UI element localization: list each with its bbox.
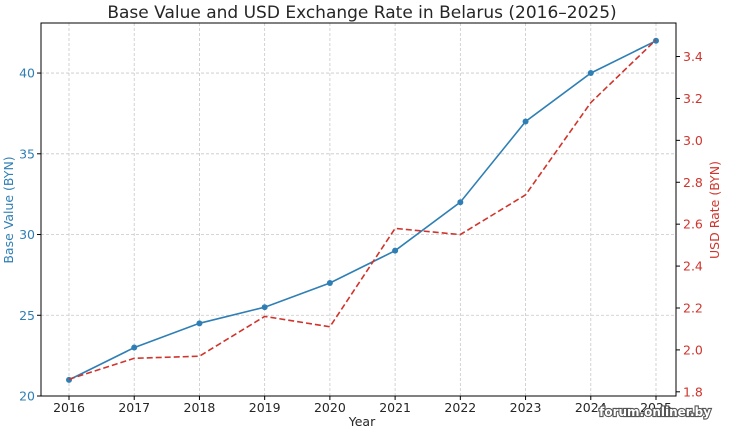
base-value-line <box>68 40 657 381</box>
right-tick-label: 1.8 <box>683 384 703 399</box>
x-axis: 2016 2017 2018 2019 2020 2021 2022 2023 2024 2025 <box>53 396 672 415</box>
left-axis-label: Base Value (BYN) <box>1 156 16 263</box>
right-tick-label: 3.0 <box>683 133 703 148</box>
x-tick-label: 2017 <box>118 400 150 415</box>
base-value-point <box>392 247 399 254</box>
right-y-axis: 1.8 2.0 2.2 2.4 2.6 2.8 3.0 3.2 3.4 <box>676 49 703 399</box>
watermark-text: forum.onliner.by <box>599 405 711 419</box>
left-tick-label: 35 <box>19 146 35 161</box>
x-tick-label: 2020 <box>314 400 346 415</box>
right-tick-label: 2.6 <box>683 217 703 232</box>
right-tick-label: 3.2 <box>683 91 703 106</box>
x-axis-label: Year <box>348 414 376 429</box>
base-value-point <box>326 279 333 286</box>
x-tick-label: 2016 <box>53 400 85 415</box>
left-tick-label: 30 <box>19 227 35 242</box>
right-tick-label: 2.2 <box>683 300 703 315</box>
right-tick-label: 2.4 <box>683 259 703 274</box>
usd-rate-line <box>68 39 657 380</box>
base-value-point <box>587 70 594 77</box>
series-group <box>66 37 659 383</box>
left-tick-label: 40 <box>19 66 35 81</box>
right-tick-label: 2.8 <box>683 175 703 190</box>
base-value-point <box>457 199 464 206</box>
x-tick-label: 2024 <box>575 400 607 415</box>
left-tick-label: 25 <box>19 308 35 323</box>
base-value-point <box>261 304 268 311</box>
x-tick-label: 2023 <box>510 400 542 415</box>
x-tick-label: 2019 <box>249 400 281 415</box>
x-tick-label: 2018 <box>184 400 216 415</box>
chart-title: Base Value and USD Exchange Rate in Bela… <box>107 3 616 23</box>
right-tick-label: 2.0 <box>683 342 703 357</box>
watermark: forum.onliner.by <box>598 404 712 420</box>
left-y-axis: 20 25 30 35 40 <box>19 66 41 404</box>
grid <box>41 23 676 397</box>
base-value-point <box>131 344 138 351</box>
plot-frame <box>40 22 677 397</box>
base-value-point <box>196 320 203 327</box>
x-tick-label: 2021 <box>379 400 411 415</box>
right-tick-label: 3.4 <box>683 49 703 64</box>
x-tick-label: 2025 <box>640 400 672 415</box>
base-value-point <box>522 118 529 125</box>
x-tick-label: 2022 <box>444 400 476 415</box>
right-axis-label: USD Rate (BYN) <box>707 161 722 259</box>
left-tick-label: 20 <box>19 389 35 404</box>
